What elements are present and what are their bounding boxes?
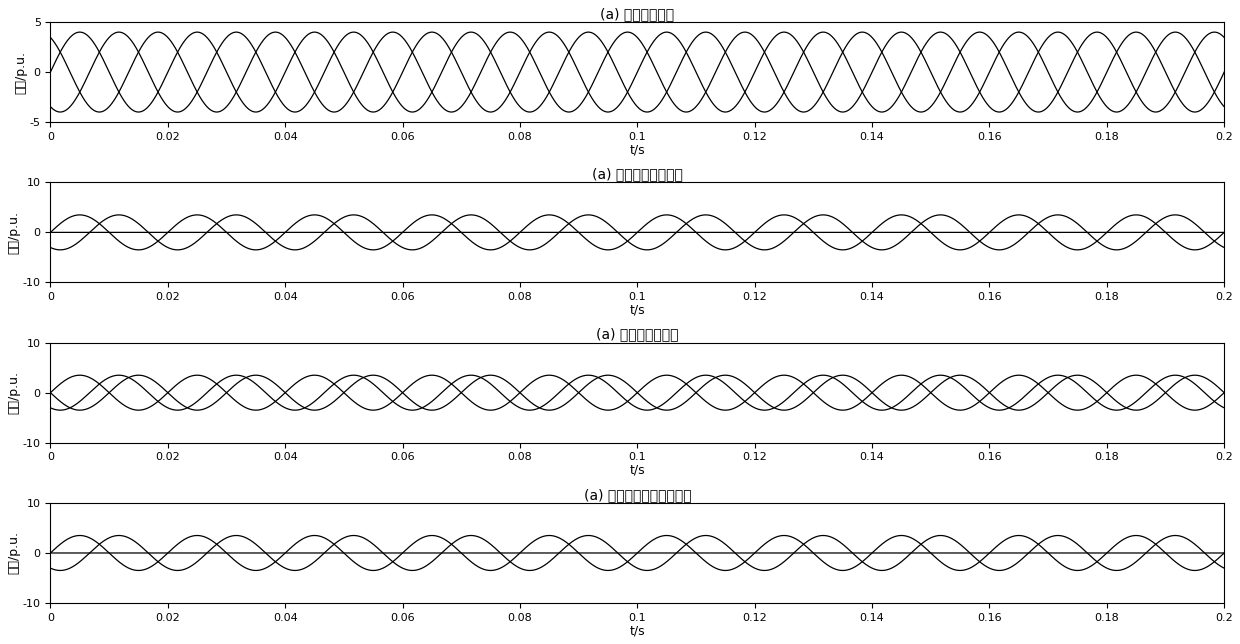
Title: (a) 电流回路单相断线: (a) 电流回路单相断线 — [591, 167, 683, 181]
Y-axis label: 幅値/p.u.: 幅値/p.u. — [7, 531, 20, 574]
Y-axis label: 幅値/p.u.: 幅値/p.u. — [14, 51, 27, 93]
X-axis label: t/s: t/s — [630, 464, 645, 477]
Title: (a) 电流互感器接反: (a) 电流互感器接反 — [596, 328, 678, 341]
Title: (a) 电流回路正常: (a) 电流回路正常 — [600, 7, 675, 21]
Y-axis label: 幅値/p.u.: 幅値/p.u. — [7, 211, 20, 254]
Title: (a) 电流回路测量线路短接: (a) 电流回路测量线路短接 — [584, 488, 691, 502]
Y-axis label: 幅値/p.u.: 幅値/p.u. — [7, 371, 20, 414]
X-axis label: t/s: t/s — [630, 143, 645, 156]
X-axis label: t/s: t/s — [630, 624, 645, 637]
X-axis label: t/s: t/s — [630, 303, 645, 316]
